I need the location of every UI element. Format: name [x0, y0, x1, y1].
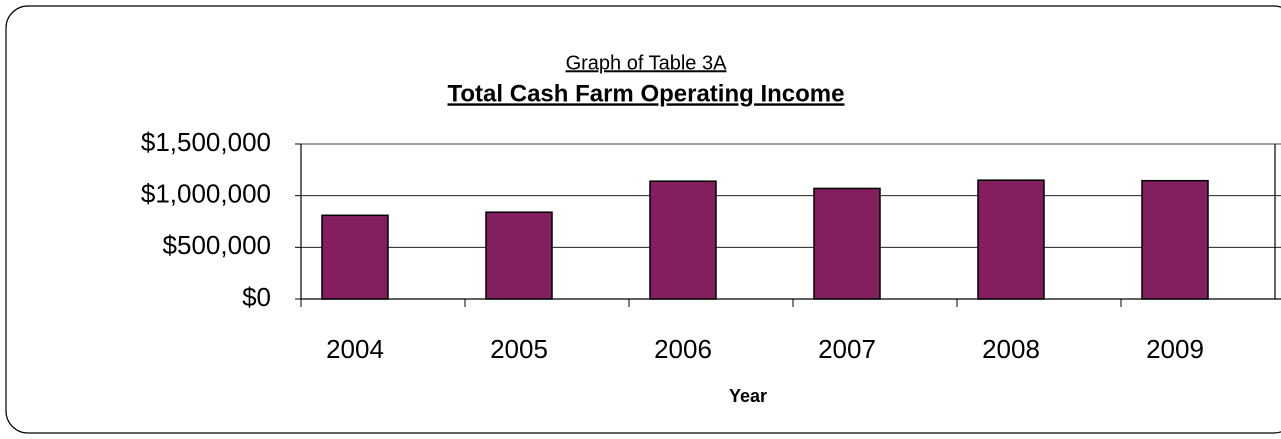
x-tick-label: 2007	[818, 334, 876, 364]
bar	[813, 187, 881, 300]
bar	[649, 180, 717, 300]
bar	[1141, 179, 1209, 300]
bar	[485, 211, 553, 300]
x-tick-label: 2006	[654, 334, 712, 364]
bar	[321, 214, 389, 300]
y-tick-label: $500,000	[163, 230, 271, 260]
x-tick-label: 2008	[982, 334, 1040, 364]
plot-area	[301, 144, 1281, 299]
chart-subtitle: Graph of Table 3A	[566, 52, 728, 74]
chart-title: Total Cash Farm Operating Income	[448, 80, 845, 107]
x-tick-label: 2005	[490, 334, 548, 364]
y-tick-label: $1,500,000	[141, 127, 271, 157]
x-tick-label: 2009	[1146, 334, 1204, 364]
bar	[977, 179, 1045, 300]
y-tick-label: $0	[242, 282, 271, 312]
y-tick-label: $1,000,000	[141, 179, 271, 209]
x-axis-label: Year	[729, 386, 767, 406]
x-tick-label: 2004	[326, 334, 384, 364]
